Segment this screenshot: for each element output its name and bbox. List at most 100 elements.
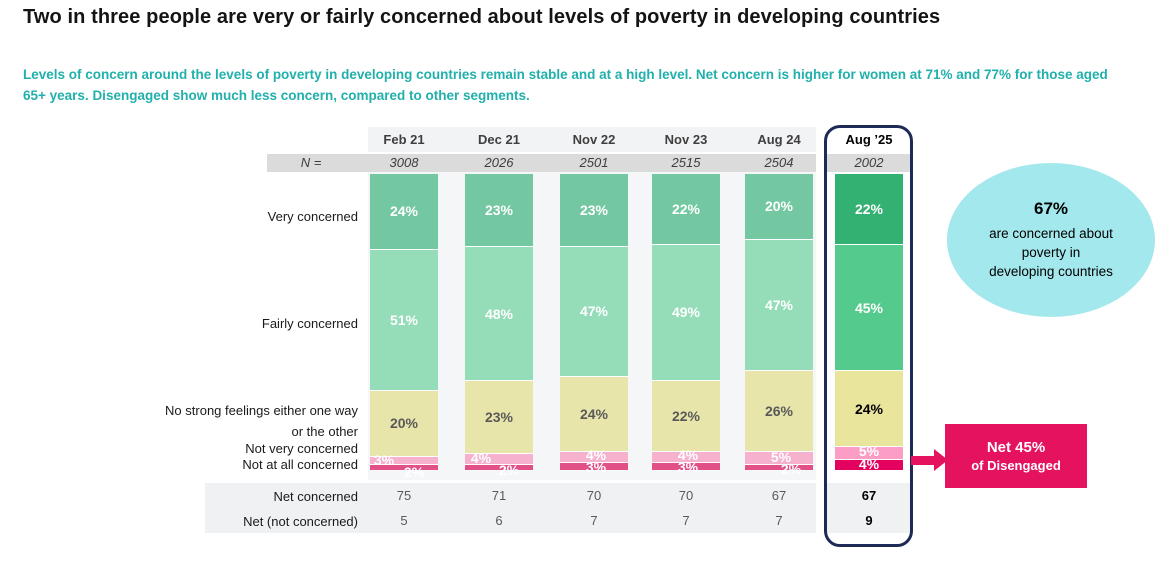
segment-label: 4% <box>677 447 699 464</box>
segment-label: 2% <box>780 460 802 477</box>
bar-segment: 47% <box>745 238 813 371</box>
bar-segment <box>835 459 903 471</box>
bar-segment <box>560 451 628 462</box>
segment-label: 47% <box>764 297 794 314</box>
bar-segment <box>370 464 438 470</box>
stacked-bar: 24% 51% 20% <box>370 174 438 470</box>
bar-segment: 49% <box>652 243 720 381</box>
bar-segment <box>465 464 533 471</box>
bar-segment: 23% <box>560 174 628 246</box>
net-value: 6 <box>495 513 503 528</box>
net-value: 71 <box>491 488 507 503</box>
disengaged-callout-line2: of Disengaged <box>971 458 1061 473</box>
arrow-icon <box>911 456 934 465</box>
net-value: 5 <box>400 513 408 528</box>
segment-label: 51% <box>389 311 419 328</box>
segment-label: 45% <box>854 299 884 316</box>
bar-segment: 22% <box>835 174 903 244</box>
segment-label: 22% <box>671 408 701 425</box>
sample-size-band-highlight <box>827 154 911 172</box>
segment-label: 23% <box>579 201 609 218</box>
column-header: Aug ’25 <box>845 132 893 147</box>
column-header: Feb 21 <box>383 132 425 147</box>
segment-label: 3% <box>373 451 395 468</box>
row-label-net-not-concerned: Net (not concerned) <box>243 514 358 529</box>
callout-ellipse: 67% are concerned about poverty in devel… <box>947 163 1155 317</box>
segment-label: 4% <box>470 450 492 467</box>
n-equals-label: N = <box>300 155 322 170</box>
column-header: Nov 23 <box>664 132 708 147</box>
arrow-head-icon <box>934 449 948 471</box>
callout-ellipse-headline: 67% <box>1033 199 1069 218</box>
segment-label: 24% <box>389 203 419 220</box>
net-rows-band-highlight <box>827 483 911 533</box>
segment-label: 5% <box>770 448 792 465</box>
segment-label: 22% <box>854 200 884 217</box>
segment-label: 23% <box>484 202 514 219</box>
page-title: Two in three people are very or fairly c… <box>23 6 941 28</box>
segment-label: 2% <box>498 462 520 479</box>
stacked-bar: 22% 45% 24% <box>835 174 903 471</box>
segment-label: 3% <box>585 459 607 476</box>
stacked-bar: 22% 49% 22% <box>652 174 720 471</box>
bar-segment: 24% <box>835 370 903 447</box>
bar-segment: 51% <box>370 248 438 390</box>
net-value: 7 <box>775 513 783 528</box>
segment-label: 47% <box>579 303 609 320</box>
segment-label: 24% <box>579 406 609 423</box>
stacked-bar: 23% 47% 24% <box>560 174 628 470</box>
bar-segment: 45% <box>835 243 903 371</box>
bar-segment: 22% <box>652 174 720 244</box>
n-value: 2515 <box>671 155 701 170</box>
row-label-very-concerned: Very concerned <box>267 209 358 224</box>
bar-segment <box>652 450 720 462</box>
callout-ellipse-text: are concerned about poverty in developin… <box>989 226 1113 279</box>
bar-segment: 48% <box>465 246 533 381</box>
bar-segment <box>560 461 628 470</box>
bar-segment <box>745 450 813 465</box>
net-value: 9 <box>865 513 873 528</box>
stacked-bar: 20% 47% 26% <box>745 174 813 470</box>
column-header: Dec 21 <box>478 132 520 147</box>
page-subtitle: Levels of concern around the levels of p… <box>23 67 1108 103</box>
net-value: 7 <box>682 513 690 528</box>
header-band <box>368 127 816 152</box>
n-value: 2026 <box>484 155 514 170</box>
bar-segment: 23% <box>465 380 533 454</box>
row-label-fairly-concerned: Fairly concerned <box>261 316 358 331</box>
bar-segment: 24% <box>370 174 438 249</box>
net-rows-band <box>205 483 816 533</box>
net-value: 7 <box>590 513 598 528</box>
row-label-not-at-all-concerned: Not at all concerned <box>242 457 358 472</box>
n-value: 2002 <box>854 155 884 170</box>
disengaged-callout-box: Net 45% of Disengaged <box>945 424 1087 488</box>
segment-label: 2% <box>403 463 425 480</box>
bar-segment: 23% <box>465 174 533 247</box>
column-header: Aug 24 <box>757 132 801 147</box>
bar-segment: 24% <box>560 376 628 452</box>
net-value: 70 <box>586 488 602 503</box>
row-label-net-concerned: Net concerned <box>273 489 358 504</box>
bar-segment <box>465 453 533 465</box>
segment-label: 24% <box>854 400 884 417</box>
segment-label: 26% <box>764 403 794 420</box>
stacked-bar: 23% 48% 23% <box>465 174 533 471</box>
segment-label: 22% <box>671 200 701 217</box>
segment-label: 23% <box>484 409 514 426</box>
segment-label: 49% <box>671 304 701 321</box>
net-value: 67 <box>771 488 787 503</box>
n-value: 2501 <box>579 155 609 170</box>
column-header: Nov 22 <box>572 132 616 147</box>
bar-segment: 20% <box>745 174 813 239</box>
segment-label: 4% <box>858 456 880 473</box>
bar-segment <box>745 464 813 470</box>
n-value: 2504 <box>764 155 794 170</box>
bar-segment: 22% <box>652 380 720 451</box>
net-value: 70 <box>678 488 694 503</box>
disengaged-callout-line1: Net 45% <box>986 439 1046 456</box>
net-value: 75 <box>396 488 412 503</box>
net-value: 67 <box>861 488 877 503</box>
bar-segment: 20% <box>370 390 438 456</box>
segment-label: 20% <box>764 198 794 215</box>
